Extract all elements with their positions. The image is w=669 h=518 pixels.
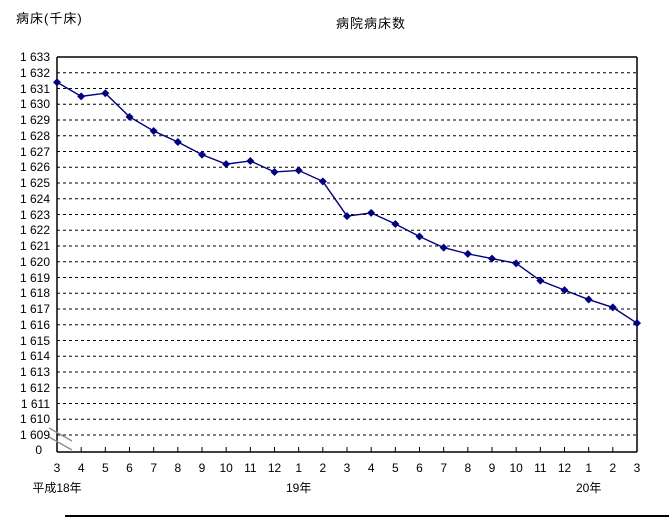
data-point: [294, 166, 303, 175]
y-tick-label: 1 626: [19, 160, 50, 175]
x-tick-label: 5: [101, 461, 109, 475]
data-point: [512, 259, 521, 268]
y-tick-label: 1 622: [19, 223, 50, 238]
x-tick-label: 9: [198, 461, 206, 475]
y-tick-label: 1 621: [19, 239, 50, 253]
data-point: [560, 286, 569, 295]
data-point: [125, 112, 134, 121]
y-tick-label: 1 625: [19, 176, 50, 190]
x-tick-label: 8: [174, 461, 182, 475]
axis-break-icon: [48, 436, 73, 451]
y-tick-label: 1 633: [19, 50, 50, 64]
y-tick-label: 1 617: [19, 302, 50, 316]
y-tick-label: 1 632: [19, 65, 50, 80]
x-tick-label: 5: [391, 461, 399, 475]
y-tick-label: 1 609: [19, 428, 50, 442]
x-tick-label: 2: [319, 461, 327, 475]
x-tick-label: 3: [343, 461, 351, 475]
data-point: [53, 78, 61, 87]
x-tick-label: 7: [440, 461, 447, 475]
axis-break-icon: [48, 427, 73, 442]
y-tick-label: 1 612: [19, 380, 50, 395]
y-tick-label: 1 615: [19, 333, 50, 348]
y-axis-title: 病床(千床): [16, 11, 83, 26]
y-tick-label: 1 610: [19, 412, 50, 427]
data-point: [343, 212, 351, 221]
x-tick-label: 6: [416, 461, 423, 475]
year-label: 19年: [285, 481, 312, 495]
y-tick-label: 1 611: [20, 396, 50, 411]
y-tick-label: 1 631: [19, 81, 50, 96]
data-point: [246, 156, 255, 165]
data-point: [101, 89, 110, 98]
series-line: [56, 81, 638, 324]
data-point: [633, 319, 641, 328]
x-tick-label: 7: [150, 461, 157, 475]
year-label: 20年: [575, 481, 602, 495]
y-tick-label: 1 613: [19, 365, 50, 379]
x-tick-label: 10: [219, 461, 233, 475]
data-point: [536, 276, 545, 285]
data-point: [391, 219, 400, 228]
y-tick-label: 1 628: [19, 128, 50, 143]
data-point: [198, 150, 206, 159]
year-label: 平成18年: [32, 481, 82, 495]
y-tick-label: 1 616: [19, 317, 50, 332]
x-tick-label: 2: [609, 461, 617, 475]
y-tick-label: 1 614: [19, 349, 50, 364]
x-tick-label: 3: [633, 461, 641, 475]
data-point: [77, 92, 86, 101]
data-point: [463, 249, 472, 258]
y-tick-label: 1 620: [19, 254, 50, 269]
data-point: [270, 167, 279, 176]
x-tick-label: 11: [244, 461, 257, 475]
data-point: [488, 254, 496, 263]
chart-title: 病院病床数: [335, 16, 406, 31]
data-point: [173, 138, 182, 147]
x-tick-label: 1: [585, 461, 592, 475]
x-tick-label: 10: [509, 461, 523, 475]
data-point: [222, 160, 231, 169]
y-tick-label: 1 618: [19, 286, 50, 301]
y-tick-label: 1 627: [19, 144, 50, 159]
data-point: [439, 243, 448, 252]
y-tick-label: 1 624: [19, 191, 50, 206]
x-tick-label: 1: [295, 461, 302, 475]
y-tick-label: 1 623: [19, 207, 50, 222]
x-tick-label: 6: [126, 461, 133, 475]
y-tick-label: 1 629: [19, 113, 50, 127]
data-point: [608, 303, 617, 312]
data-point: [415, 232, 424, 241]
data-point: [584, 295, 593, 304]
x-tick-label: 11: [534, 461, 547, 475]
y-tick-label: 1 619: [19, 270, 50, 285]
bottom-rule: [65, 515, 669, 517]
y-tick-label: 1 630: [19, 97, 50, 112]
data-point: [149, 127, 158, 136]
data-point: [367, 208, 376, 217]
x-tick-label: 12: [267, 461, 282, 475]
x-tick-label: 3: [53, 461, 61, 475]
x-tick-label: 4: [77, 461, 85, 475]
x-tick-label: 12: [557, 461, 572, 475]
x-tick-label: 9: [488, 461, 496, 475]
x-tick-label: 4: [367, 461, 375, 475]
x-tick-label: 8: [464, 461, 472, 475]
data-point: [318, 177, 327, 186]
y-zero-label: 0: [35, 443, 42, 457]
